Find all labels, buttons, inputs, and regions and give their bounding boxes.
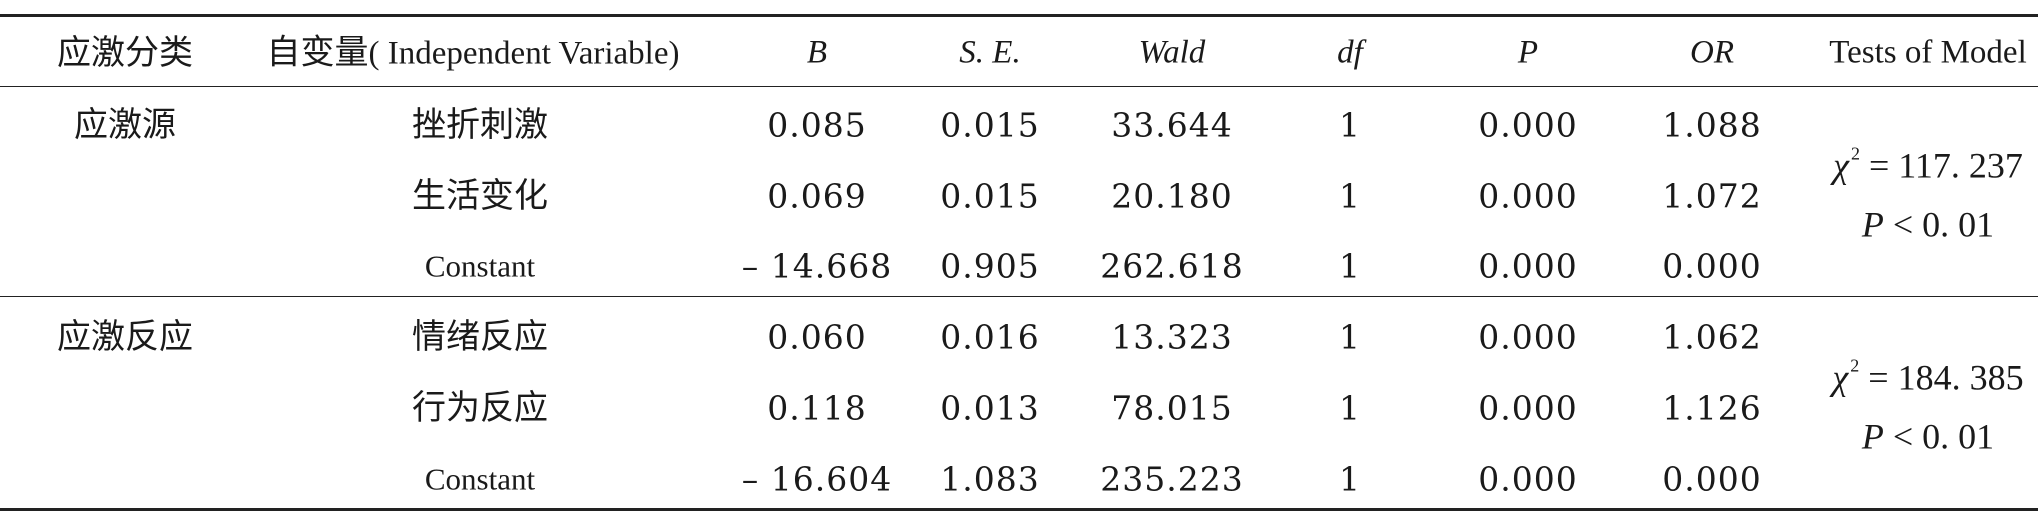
row-se: 0.016 xyxy=(940,317,1040,357)
row-variable: Constant xyxy=(424,461,536,497)
row-p: 0.000 xyxy=(1478,246,1578,286)
row-se: 0.015 xyxy=(940,105,1040,145)
row-df: 1 xyxy=(1339,459,1361,499)
row-or: 0.000 xyxy=(1662,246,1762,286)
row-df: 1 xyxy=(1339,176,1361,216)
row-variable: 挫折刺激 xyxy=(412,105,548,145)
table-bottom-rule xyxy=(0,508,2038,511)
header-p: P xyxy=(1517,34,1539,71)
row-se: 0.905 xyxy=(940,246,1040,286)
table-header-rule xyxy=(0,86,2038,87)
p-symbol: P xyxy=(1861,205,1884,245)
row-df: 1 xyxy=(1339,246,1361,286)
chi-symbol: χ xyxy=(1833,145,1849,186)
row-wald: 20.180 xyxy=(1111,176,1233,216)
row-p: 0.000 xyxy=(1478,317,1578,357)
table-group-divider xyxy=(0,296,2038,297)
chi-exponent: 2 xyxy=(1850,355,1860,376)
header-b: B xyxy=(806,34,828,71)
p-value: < 0. 01 xyxy=(1892,205,1995,245)
row-variable: 行为反应 xyxy=(412,388,548,428)
row-variable: Constant xyxy=(424,248,536,284)
row-df: 1 xyxy=(1339,317,1361,357)
row-se: 1.083 xyxy=(940,459,1040,499)
row-p: 0.000 xyxy=(1478,105,1578,145)
row-wald: 262.618 xyxy=(1100,246,1244,286)
row-or: 1.072 xyxy=(1662,176,1762,216)
row-se: 0.015 xyxy=(940,176,1040,216)
table-top-rule xyxy=(0,14,2038,17)
group-category-label: 应激反应 xyxy=(57,317,193,357)
p-value-line: P < 0. 01 xyxy=(1833,196,2023,255)
row-p: 0.000 xyxy=(1478,176,1578,216)
chi-exponent: 2 xyxy=(1850,143,1860,164)
row-b: – 14.668 xyxy=(741,246,893,286)
row-or: 1.062 xyxy=(1662,317,1762,357)
row-se: 0.013 xyxy=(940,388,1040,428)
row-wald: 78.015 xyxy=(1111,388,1233,428)
row-b: 0.118 xyxy=(767,388,867,428)
header-independent-variable: 自变量( Independent Variable) xyxy=(267,36,680,71)
row-wald: 235.223 xyxy=(1100,459,1244,499)
row-variable: 生活变化 xyxy=(412,176,548,216)
chi-square-value: = 184. 385 xyxy=(1868,357,2024,398)
row-or: 0.000 xyxy=(1662,459,1762,499)
p-value: < 0. 01 xyxy=(1892,417,1995,457)
row-or: 1.126 xyxy=(1662,388,1762,428)
row-variable: 情绪反应 xyxy=(412,317,548,357)
header-independent-en: ( Independent Variable) xyxy=(368,35,680,72)
header-df: df xyxy=(1337,34,1363,71)
row-b: 0.085 xyxy=(767,105,867,145)
row-df: 1 xyxy=(1339,105,1361,145)
row-or: 1.088 xyxy=(1662,105,1762,145)
row-p: 0.000 xyxy=(1478,388,1578,428)
header-or: OR xyxy=(1690,34,1734,71)
chi-symbol: χ xyxy=(1832,357,1849,398)
row-wald: 33.644 xyxy=(1111,105,1233,145)
header-independent-cjk: 自变量 xyxy=(266,32,369,73)
row-p: 0.000 xyxy=(1478,459,1578,499)
row-wald: 13.323 xyxy=(1111,317,1233,357)
header-se: S. E. xyxy=(959,34,1021,71)
header-wald: Wald xyxy=(1138,34,1206,71)
p-value-line: P < 0. 01 xyxy=(1832,408,2023,467)
row-b: 0.069 xyxy=(767,176,867,216)
p-symbol: P xyxy=(1861,417,1884,457)
group-category-label: 应激源 xyxy=(74,105,176,145)
row-b: 0.060 xyxy=(767,317,867,357)
row-df: 1 xyxy=(1339,388,1361,428)
row-b: – 16.604 xyxy=(741,459,893,499)
header-category: 应激分类 xyxy=(57,33,193,73)
chi-square-value: = 117. 237 xyxy=(1868,145,2023,186)
header-tests-of-model: Tests of Model xyxy=(1829,34,2027,71)
